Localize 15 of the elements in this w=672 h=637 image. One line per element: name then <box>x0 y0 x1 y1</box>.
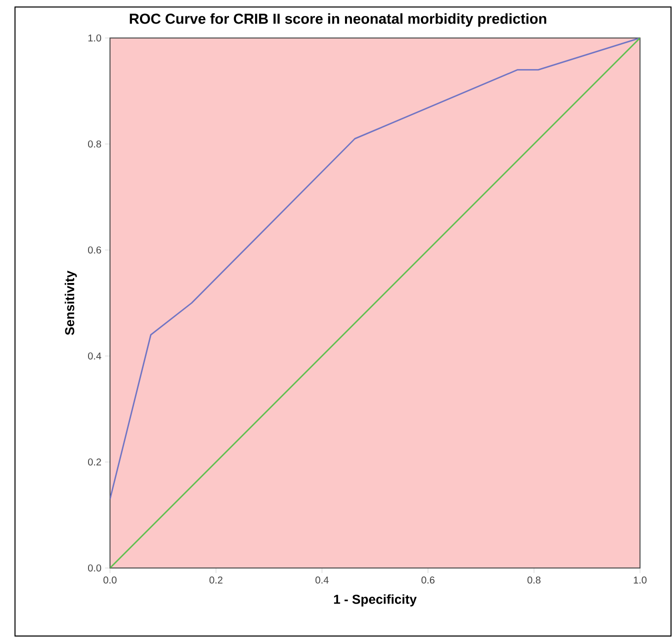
y-tick-label: 0.8 <box>88 140 102 148</box>
x-tick-label: 0.6 <box>421 576 434 584</box>
y-tick-label: 1.0 <box>88 34 102 42</box>
y-tick-label: 0.6 <box>88 246 102 254</box>
x-tick-label: 0.2 <box>209 576 222 584</box>
x-axis-title: 1 - Specificity <box>334 594 417 606</box>
x-tick-label: 0.8 <box>527 576 540 584</box>
y-tick-label: 0.4 <box>88 352 102 360</box>
x-tick-label: 0.0 <box>103 576 117 584</box>
y-axis-title: Sensitivity <box>64 270 77 336</box>
x-tick-label: 0.4 <box>315 576 329 584</box>
y-tick-label: 0.2 <box>88 458 102 466</box>
chart-title: ROC Curve for CRIB II score in neonatal morbidity prediction <box>130 13 546 27</box>
x-tick-label: 1.0 <box>634 576 647 584</box>
y-tick-label: 0.0 <box>88 564 102 572</box>
